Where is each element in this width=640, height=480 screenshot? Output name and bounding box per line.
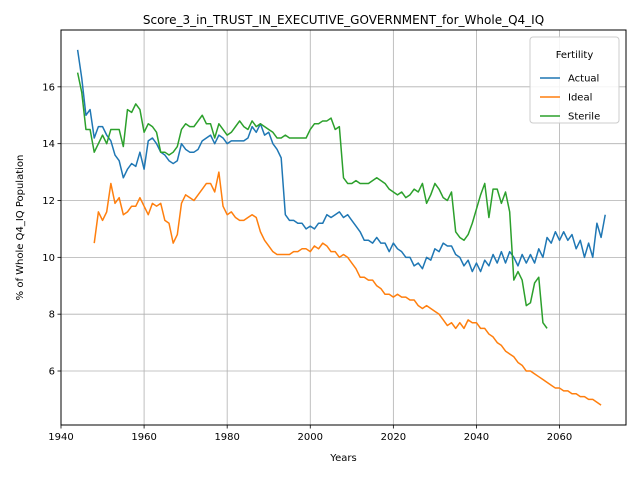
y-tick-label: 16 <box>42 82 55 93</box>
x-axis-label: Years <box>329 453 356 464</box>
y-tick-label: 14 <box>42 139 55 150</box>
legend-label-sterile: Sterile <box>568 112 600 123</box>
x-tick-label: 2040 <box>464 432 489 443</box>
y-tick-label: 12 <box>42 196 55 207</box>
legend-label-ideal: Ideal <box>568 93 592 104</box>
y-tick-label: 10 <box>42 253 55 264</box>
y-tick-label: 8 <box>49 310 55 321</box>
legend: Fertility Actual Ideal Sterile <box>530 37 619 123</box>
chart-title: Score_3_in_TRUST_IN_EXECUTIVE_GOVERNMENT… <box>143 13 544 27</box>
y-axis-label: % of Whole Q4_IQ Population <box>15 155 26 301</box>
x-tick-label: 2020 <box>381 432 406 443</box>
x-tick-label: 1960 <box>131 432 156 443</box>
x-tick-label: 1980 <box>214 432 239 443</box>
legend-title: Fertility <box>556 50 594 61</box>
x-tick-label: 2060 <box>547 432 572 443</box>
x-tick-label: 1940 <box>48 432 73 443</box>
y-tick-label: 6 <box>49 367 55 378</box>
x-tick-label: 2000 <box>298 432 323 443</box>
legend-label-actual: Actual <box>568 74 599 85</box>
